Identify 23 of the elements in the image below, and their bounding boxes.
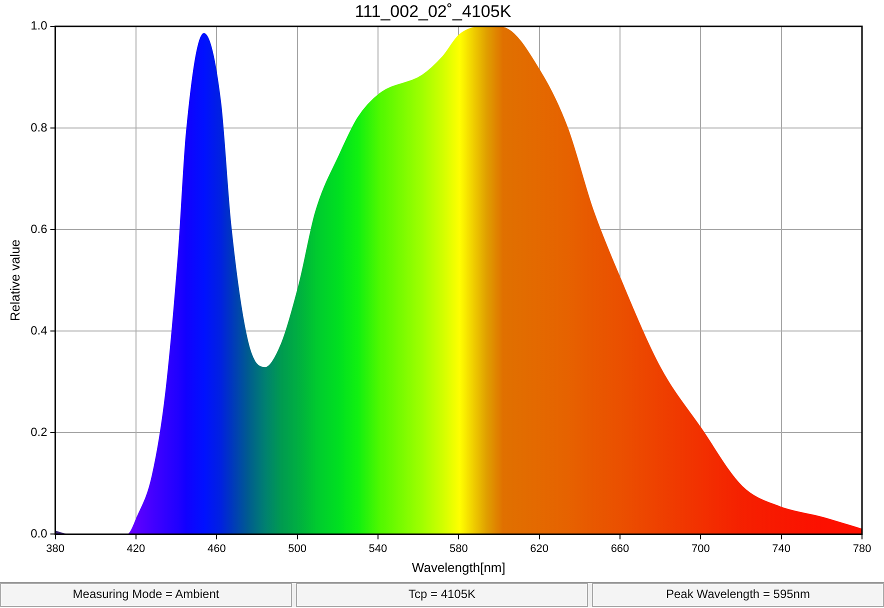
x-tick-label: 780 [852, 542, 872, 555]
x-tick-label: 740 [772, 542, 791, 555]
x-tick-label: 380 [46, 542, 64, 555]
x-tick-label: 660 [610, 542, 630, 555]
x-tick-label: 540 [368, 542, 388, 555]
chart-title: 111_002_02˚_4105K [354, 2, 512, 21]
text: Tcp = 4105K [296, 583, 588, 607]
x-tick-label: 500 [288, 542, 306, 555]
y-tick-label: 0.2 [30, 424, 48, 439]
y-tick-label: 1.0 [30, 18, 48, 33]
y-tick-label: 0.8 [30, 120, 48, 134]
y-tick-label: 0.0 [30, 526, 48, 541]
x-tick-label: 420 [126, 542, 146, 555]
text: Peak Wavelength = 595nm [592, 583, 884, 607]
x-tick-label: 620 [530, 542, 548, 555]
y-tick-label: 0.4 [30, 323, 48, 338]
text: Measuring Mode = Ambient [0, 583, 292, 607]
y-axis-title: Relative value [7, 239, 22, 322]
x-axis-title: Wavelength[nm] [412, 560, 506, 575]
x-tick-label: 580 [449, 542, 468, 555]
x-tick-label: 700 [691, 542, 710, 555]
x-tick-label: 460 [207, 542, 226, 555]
y-tick-label: 0.6 [30, 222, 48, 236]
